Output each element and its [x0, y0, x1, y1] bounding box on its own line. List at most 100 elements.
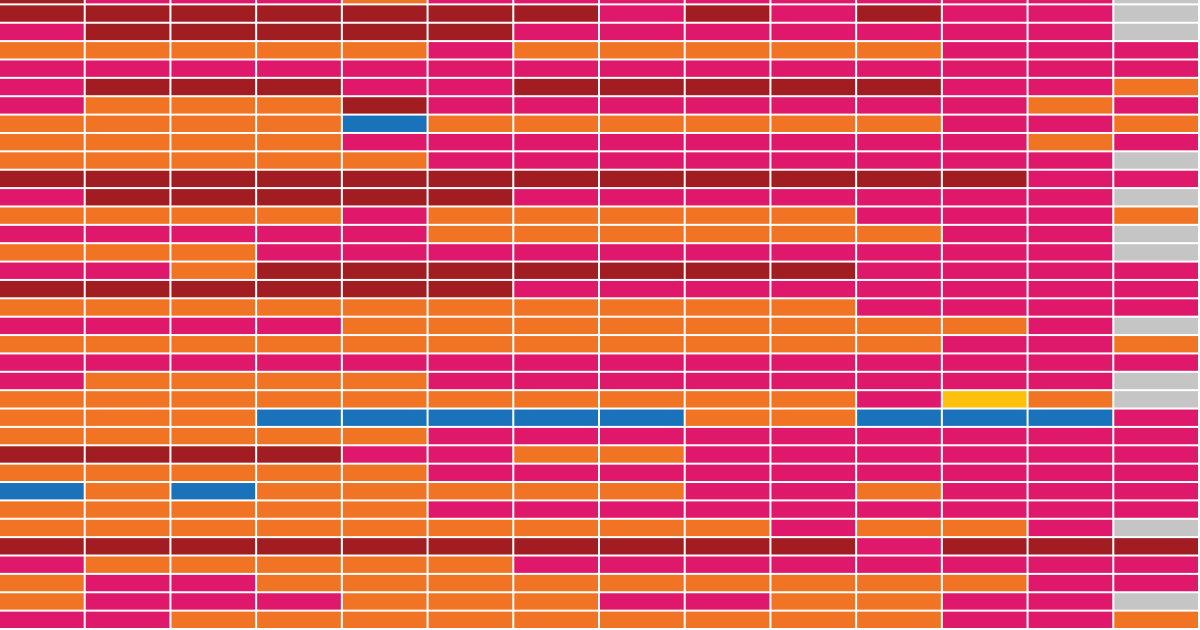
heatmap-cell-magenta — [0, 60, 84, 77]
heatmap-cell-magenta — [514, 372, 598, 390]
heatmap-cell-orange — [0, 299, 84, 316]
heatmap-cell-magenta — [1114, 501, 1198, 518]
heatmap-cell-orange — [257, 574, 341, 592]
heatmap-cell-orange — [0, 427, 84, 445]
heatmap-cell-dark-red — [857, 5, 941, 22]
heatmap-cell-orange — [1114, 207, 1198, 224]
heatmap-cell-dark-red — [342, 538, 427, 555]
heatmap-cell-magenta — [514, 556, 598, 573]
heatmap-cell-dark-red — [171, 280, 256, 298]
heatmap-cell-dark-red — [428, 5, 513, 22]
heatmap-cell-magenta — [514, 23, 598, 41]
heatmap-cell-dark-red — [428, 538, 513, 555]
heatmap-cell-magenta — [0, 23, 84, 41]
heatmap-cell-dark-red — [85, 189, 170, 206]
heatmap-cell-dark-red — [257, 5, 341, 22]
heatmap-cell-orange — [171, 611, 256, 628]
heatmap-cell-orange — [428, 483, 513, 500]
heatmap-cell-magenta — [600, 244, 684, 261]
heatmap-cell-magenta — [942, 5, 1027, 22]
heatmap-cell-magenta — [514, 280, 598, 298]
heatmap-cell-magenta — [857, 280, 941, 298]
heatmap-cell-orange — [1028, 97, 1113, 114]
heatmap-cell-magenta — [1114, 446, 1198, 463]
heatmap-cell-magenta — [85, 317, 170, 335]
heatmap-cell-orange — [342, 483, 427, 500]
heatmap-cell-magenta — [257, 225, 341, 243]
heatmap-cell-magenta — [857, 464, 941, 482]
heatmap-cell-dark-red — [85, 538, 170, 555]
heatmap-cell-orange — [685, 409, 770, 426]
heatmap-cell-dark-red — [171, 170, 256, 188]
heatmap-cell-orange — [514, 611, 598, 628]
heatmap-cell-orange — [1028, 133, 1113, 151]
heatmap-cell-dark-red — [171, 538, 256, 555]
heatmap-cell-magenta — [1114, 574, 1198, 592]
heatmap-cell-blue — [942, 409, 1027, 426]
heatmap-cell-magenta — [428, 60, 513, 77]
heatmap-cell-orange — [857, 574, 941, 592]
heatmap-cell-gray — [1114, 372, 1198, 390]
heatmap-cell-orange — [857, 593, 941, 610]
heatmap-cell-orange — [85, 299, 170, 316]
heatmap-cell-dark-red — [514, 5, 598, 22]
heatmap-cell-orange — [85, 42, 170, 59]
heatmap-cell-magenta — [85, 262, 170, 279]
heatmap-cell-orange — [428, 336, 513, 353]
heatmap-cell-magenta — [342, 446, 427, 463]
heatmap-cell-orange — [1114, 611, 1198, 628]
heatmap-cell-dark-red — [85, 280, 170, 298]
heatmap-cell-magenta — [771, 354, 856, 371]
heatmap-cell-magenta — [0, 354, 84, 371]
heatmap-cell-magenta — [514, 501, 598, 518]
heatmap-cell-dark-red — [257, 446, 341, 463]
heatmap-cell-dark-red — [514, 538, 598, 555]
heatmap-cell-magenta — [1028, 446, 1113, 463]
heatmap-cell-dark-red — [0, 446, 84, 463]
heatmap-cell-magenta — [514, 189, 598, 206]
heatmap-cell-dark-red — [85, 446, 170, 463]
heatmap-cell-blue — [514, 409, 598, 426]
heatmap-cell-dark-red — [257, 78, 341, 96]
heatmap-cell-orange — [171, 133, 256, 151]
heatmap-cell-orange — [428, 299, 513, 316]
heatmap-cell-magenta — [600, 372, 684, 390]
heatmap-cell-orange — [171, 372, 256, 390]
heatmap-cell-magenta — [600, 556, 684, 573]
heatmap-cell-dark-red — [171, 5, 256, 22]
heatmap-cell-dark-red — [942, 538, 1027, 555]
heatmap-cell-orange — [342, 372, 427, 390]
heatmap-cell-magenta — [600, 0, 684, 4]
heatmap-cell-orange — [600, 207, 684, 224]
heatmap-cell-orange — [85, 372, 170, 390]
heatmap-cell-orange — [171, 262, 256, 279]
heatmap-cell-magenta — [257, 0, 341, 4]
heatmap-cell-dark-red — [0, 538, 84, 555]
heatmap-cell-blue — [342, 115, 427, 132]
heatmap-cell-dark-red — [257, 189, 341, 206]
heatmap-cell-orange — [771, 207, 856, 224]
heatmap-cell-blue — [428, 409, 513, 426]
heatmap-cell-magenta — [85, 0, 170, 4]
heatmap-cell-orange — [600, 446, 684, 463]
heatmap-cell-dark-red — [771, 538, 856, 555]
heatmap-cell-magenta — [942, 464, 1027, 482]
heatmap-cell-magenta — [1028, 372, 1113, 390]
heatmap-cell-dark-red — [857, 170, 941, 188]
heatmap-cell-orange — [85, 207, 170, 224]
heatmap-cell-orange — [85, 464, 170, 482]
heatmap-cell-dark-red — [771, 78, 856, 96]
heatmap-cell-magenta — [942, 427, 1027, 445]
heatmap-cell-orange — [857, 115, 941, 132]
heatmap-cell-orange — [85, 483, 170, 500]
heatmap-cell-dark-red — [600, 78, 684, 96]
heatmap-cell-orange — [171, 115, 256, 132]
heatmap-cell-magenta — [685, 501, 770, 518]
heatmap-cell-orange — [857, 336, 941, 353]
heatmap-cell-orange — [342, 0, 427, 4]
heatmap-cell-magenta — [1028, 0, 1113, 4]
heatmap-cell-magenta — [428, 152, 513, 169]
heatmap-cell-magenta — [1028, 207, 1113, 224]
heatmap-cell-orange — [514, 42, 598, 59]
heatmap-cell-magenta — [942, 593, 1027, 610]
